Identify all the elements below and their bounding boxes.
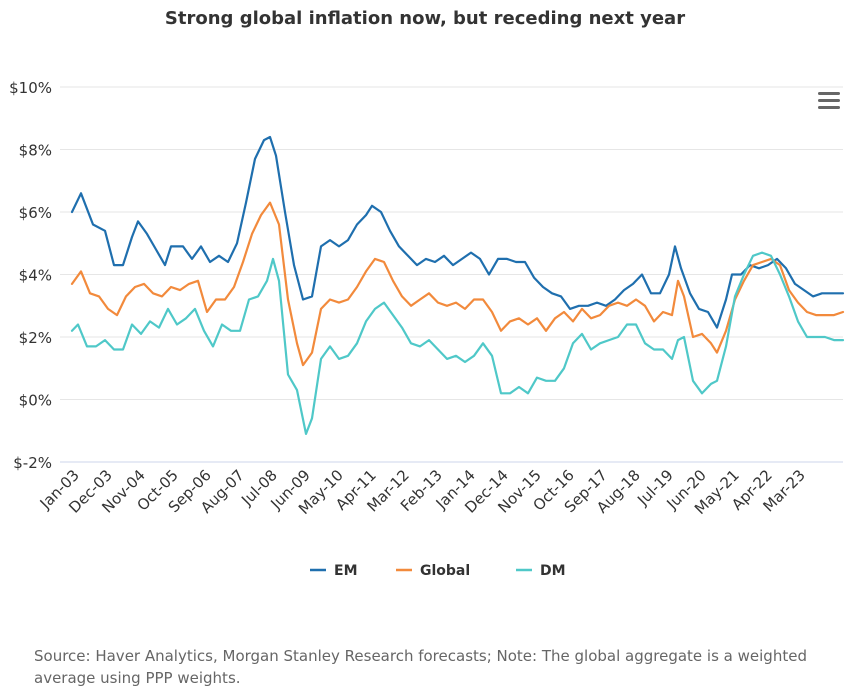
y-tick-label: $2% bbox=[19, 329, 52, 347]
series-line-em bbox=[70, 135, 845, 329]
legend-label: EM bbox=[334, 563, 358, 579]
chart-area: $-2% $0% $2% $4% $6% $8% $10% Jan-03Dec-03Nov-… bbox=[9, 79, 845, 579]
legend: EM Global DM bbox=[310, 563, 566, 579]
y-tick-label: $4% bbox=[19, 267, 52, 285]
series-line-global bbox=[70, 201, 845, 367]
legend-label: Global bbox=[420, 563, 470, 579]
y-tick-label: $0% bbox=[19, 392, 52, 410]
y-tick-label: $10% bbox=[9, 79, 52, 97]
menu-bar-icon bbox=[818, 106, 840, 109]
y-tick-label: $-2% bbox=[13, 454, 52, 472]
chart-title: Strong global inflation now, but recedin… bbox=[164, 8, 686, 29]
series-lines bbox=[70, 135, 845, 435]
series-line-dm bbox=[70, 251, 845, 435]
grid-lines bbox=[60, 86, 843, 463]
legend-item-dm[interactable]: DM bbox=[516, 563, 566, 579]
y-tick-label: $6% bbox=[19, 204, 52, 222]
source-note: Source: Haver Analytics, Morgan Stanley … bbox=[34, 647, 807, 687]
y-tick-label: $8% bbox=[19, 142, 52, 160]
legend-label: DM bbox=[540, 563, 566, 579]
hamburger-menu-icon[interactable] bbox=[818, 92, 840, 110]
y-axis: $-2% $0% $2% $4% $6% $8% $10% bbox=[9, 79, 52, 472]
menu-bar-icon bbox=[818, 99, 840, 102]
x-axis: Jan-03Dec-03Nov-04Oct-05Sep-06Aug-07Jul-… bbox=[36, 466, 809, 518]
legend-item-global[interactable]: Global bbox=[396, 563, 470, 579]
menu-bar-icon bbox=[818, 92, 840, 95]
legend-item-em[interactable]: EM bbox=[310, 563, 358, 579]
